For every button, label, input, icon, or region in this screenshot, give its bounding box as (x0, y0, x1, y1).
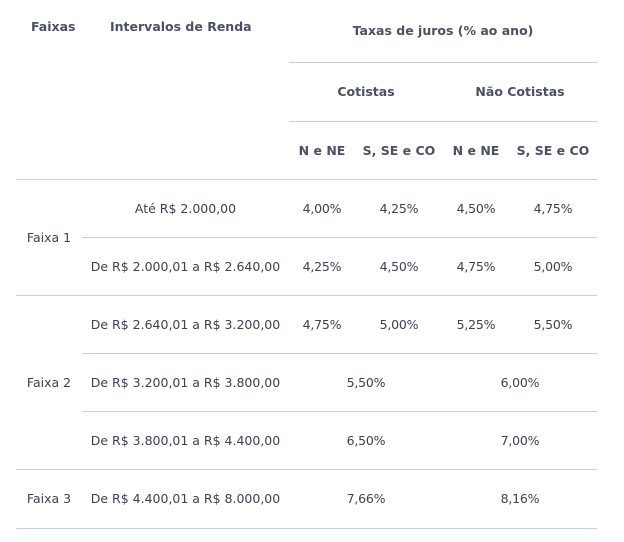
rate-cell: 5,25% (443, 295, 509, 354)
table-row: De R$ 2.000,01 a R$ 2.640,00 4,25% 4,50%… (16, 237, 597, 296)
region-header-nao-cotistas-s-se-co: S, SE e CO (516, 142, 590, 158)
rate-cell: 4,75% (509, 178, 597, 238)
nao-cotistas-rate-cell: 7,00% (443, 411, 597, 470)
renda-cell: De R$ 4.400,01 a R$ 8.000,00 (82, 469, 289, 529)
rate-cell: 5,00% (355, 295, 443, 354)
taxas-header: Taxas de juros (% ao ano) (289, 0, 597, 63)
rate-cell: 5,50% (509, 295, 597, 354)
renda-cell: De R$ 2.000,01 a R$ 2.640,00 (82, 237, 289, 296)
cotistas-rate-cell: 6,50% (289, 411, 443, 470)
nao-cotistas-rate-cell: 8,16% (443, 469, 597, 529)
faixa-1-cell: Faixa 1 (16, 178, 82, 296)
cotistas-rate-cell: 5,50% (289, 353, 443, 412)
rate-cell: 4,00% (289, 178, 355, 238)
header-row-2: Cotistas Não Cotistas (16, 62, 597, 122)
renda-cell: De R$ 2.640,01 a R$ 3.200,00 (82, 295, 289, 354)
rate-cell: 4,75% (289, 295, 355, 354)
table-header: Faixas Intervalos de Renda Taxas de juro… (16, 0, 597, 179)
cotistas-header: Cotistas (289, 62, 443, 122)
interest-rates-table: Faixas Intervalos de Renda Taxas de juro… (16, 0, 597, 529)
renda-cell: Até R$ 2.000,00 (82, 178, 289, 238)
region-header-cotistas-n-ne: N e NE (298, 142, 346, 158)
faixa-2-cell: Faixa 2 (16, 295, 82, 470)
renda-cell: De R$ 3.800,01 a R$ 4.400,00 (82, 411, 289, 470)
rate-cell: 4,50% (355, 237, 443, 296)
rate-cell: 4,25% (355, 178, 443, 238)
table-row: Faixa 1 Até R$ 2.000,00 4,00% 4,25% 4,50… (16, 178, 597, 296)
rate-cell: 5,00% (509, 237, 597, 296)
rate-cell: 4,50% (443, 178, 509, 238)
region-header-cotistas-s-se-co: S, SE e CO (362, 142, 436, 158)
table-row: Faixa 3 De R$ 4.400,01 a R$ 8.000,00 7,6… (16, 469, 597, 529)
table-row: De R$ 3.800,01 a R$ 4.400,00 6,50% 7,00% (16, 411, 597, 470)
table-body: Faixa 1 Até R$ 2.000,00 4,00% 4,25% 4,50… (16, 178, 597, 529)
rate-cell: 4,75% (443, 237, 509, 296)
faixas-header: Faixas (31, 19, 76, 34)
nao-cotistas-header: Não Cotistas (443, 62, 597, 122)
rate-cell: 4,25% (289, 237, 355, 296)
cotistas-rate-cell: 7,66% (289, 469, 443, 529)
faixa-3-cell: Faixa 3 (16, 469, 82, 529)
table-row: De R$ 3.200,01 a R$ 3.800,00 5,50% 6,00% (16, 353, 597, 412)
region-header-nao-cotistas-n-ne: N e NE (452, 142, 500, 158)
header-row-3: N e NE S, SE e CO N e NE S, SE e CO (16, 121, 597, 179)
table-row: Faixa 2 De R$ 2.640,01 a R$ 3.200,00 4,7… (16, 295, 597, 470)
renda-cell: De R$ 3.200,01 a R$ 3.800,00 (82, 353, 289, 412)
nao-cotistas-rate-cell: 6,00% (443, 353, 597, 412)
header-row-1: Faixas Intervalos de Renda Taxas de juro… (16, 0, 597, 63)
intervalos-header: Intervalos de Renda (110, 19, 252, 34)
